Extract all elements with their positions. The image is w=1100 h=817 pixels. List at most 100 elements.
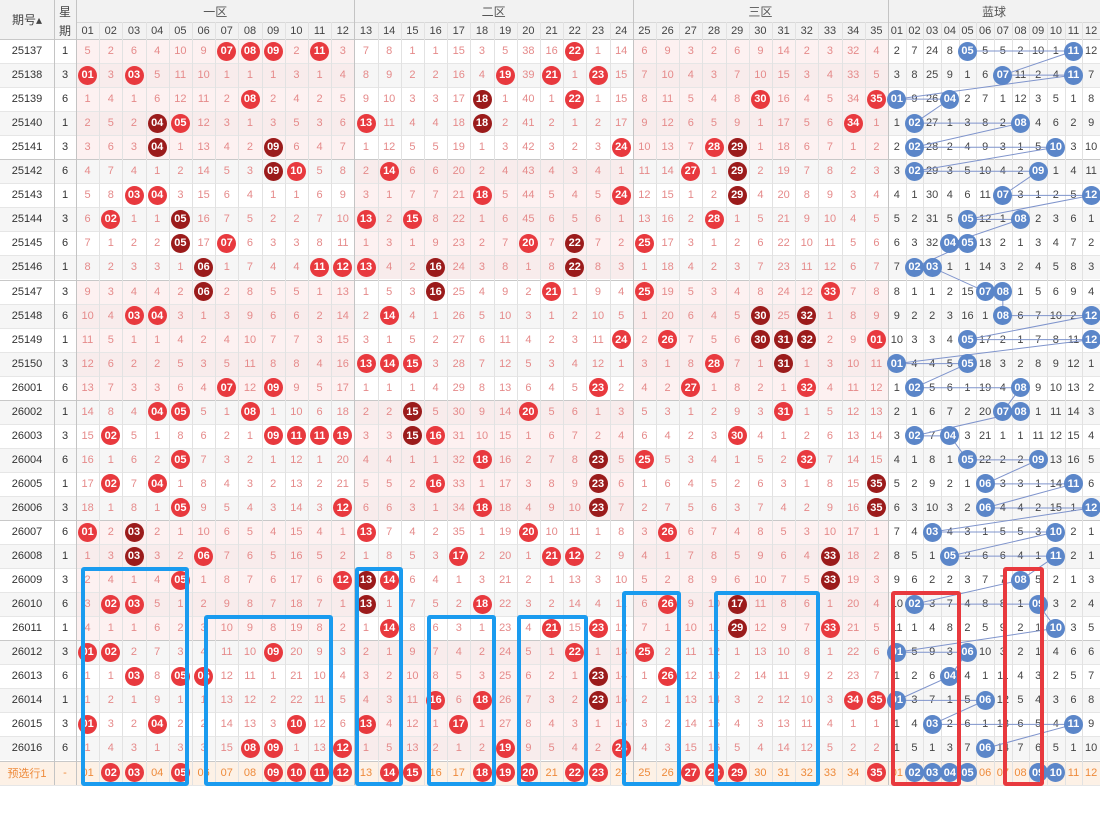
blue-miss-count: 3 (1082, 400, 1100, 424)
miss-count: 2 (169, 280, 192, 304)
miss-count: 21 (842, 616, 865, 640)
miss-count: 5 (331, 688, 354, 712)
miss-count: 7 (285, 328, 308, 352)
miss-count: 1 (726, 448, 749, 472)
miss-count: 1 (865, 111, 888, 135)
blue-miss-count: 8 (1029, 352, 1047, 376)
miss-count: 9 (610, 544, 633, 568)
prediction-red-ball[interactable]: 19 (496, 763, 515, 782)
miss-count: 6 (726, 39, 749, 63)
miss-count: 4 (633, 376, 656, 400)
miss-count: 3 (865, 568, 888, 592)
red-number-header: 23 (586, 22, 609, 39)
red-ball: 14 (380, 354, 399, 373)
miss-count: 4 (169, 328, 192, 352)
miss-count: 6 (146, 87, 169, 111)
miss-count: 7 (586, 231, 609, 255)
highlight-frame-4 (427, 615, 496, 785)
red-ball: 28 (705, 210, 724, 229)
miss-count: 3 (354, 424, 377, 448)
miss-count: 4 (424, 568, 447, 592)
header-period[interactable]: 期号▴ (0, 0, 54, 39)
miss-count: 7 (679, 328, 702, 352)
prediction-blue-ball[interactable]: 05 (958, 763, 977, 782)
miss-count: 15 (447, 39, 470, 63)
blue-miss-count: 1 (1082, 544, 1100, 568)
red-number-header: 24 (610, 22, 633, 39)
period-number: 26010 (0, 592, 54, 616)
red-ball: 33 (821, 547, 840, 566)
blue-miss-count: 5 (1082, 448, 1100, 472)
miss-count: 1 (749, 135, 772, 159)
miss-count: 4 (401, 111, 424, 135)
miss-count: 33 (842, 63, 865, 87)
miss-count: 5 (702, 472, 725, 496)
miss-count: 17 (447, 87, 470, 111)
miss-count: 6 (818, 424, 841, 448)
miss-count: 4 (633, 544, 656, 568)
blue-miss-count: 8 (976, 592, 994, 616)
prediction-blue-number[interactable]: 06 (976, 761, 994, 785)
miss-count: 5 (494, 183, 517, 207)
miss-count: 3 (262, 496, 285, 520)
miss-count: 11 (656, 87, 679, 111)
blue-ball: 06 (976, 498, 995, 517)
prediction-red-number[interactable]: 33 (818, 761, 841, 785)
miss-count: 8 (540, 255, 563, 279)
miss-count: 14 (656, 159, 679, 183)
blue-number-header: 01 (888, 22, 906, 39)
miss-count: 5 (378, 280, 401, 304)
miss-count: 5 (865, 616, 888, 640)
blue-ball: 12 (1082, 186, 1100, 205)
blue-miss-count: 3 (906, 328, 924, 352)
miss-count: 1 (378, 183, 401, 207)
blue-miss-count: 4 (941, 520, 959, 544)
miss-count: 6 (238, 231, 261, 255)
red-number-header: 22 (563, 22, 586, 39)
miss-count: 16 (540, 39, 563, 63)
prediction-red-ball[interactable]: 23 (589, 763, 608, 782)
prediction-blue-number[interactable]: 11 (1065, 761, 1083, 785)
miss-count: 2 (633, 496, 656, 520)
red-ball: 18 (473, 90, 492, 109)
red-ball: 20 (519, 234, 538, 253)
miss-count: 20 (772, 183, 795, 207)
miss-count: 1 (818, 640, 841, 664)
prediction-red-number[interactable]: 34 (842, 761, 865, 785)
blue-miss-count: 6 (888, 231, 906, 255)
blue-ball: 08 (1011, 210, 1030, 229)
miss-count: 32 (842, 39, 865, 63)
red-ball: 35 (867, 90, 886, 109)
miss-count: 7 (262, 328, 285, 352)
blue-miss-count: 2 (994, 448, 1012, 472)
blue-miss-count: 4 (1065, 159, 1083, 183)
miss-count: 3 (354, 183, 377, 207)
miss-count: 14 (331, 304, 354, 328)
miss-count: 2 (540, 592, 563, 616)
blue-miss-count: 18 (976, 352, 994, 376)
blue-miss-count: 6 (1047, 111, 1065, 135)
miss-count: 1 (146, 159, 169, 183)
miss-count: 7 (192, 448, 215, 472)
period-number: 25146 (0, 255, 54, 279)
miss-count: 2 (656, 568, 679, 592)
highlight-frame-2 (204, 615, 333, 785)
miss-count: 8 (76, 255, 99, 279)
red-ball: 23 (589, 474, 608, 493)
red-ball: 16 (426, 282, 445, 301)
prediction-red-ball[interactable]: 15 (403, 763, 422, 782)
miss-count: 14 (192, 159, 215, 183)
miss-count: 1 (470, 472, 493, 496)
miss-count: 1 (865, 520, 888, 544)
zone-header-1: 一区 (76, 0, 354, 22)
blue-miss-count: 4 (1082, 280, 1100, 304)
miss-count: 4 (215, 328, 238, 352)
miss-count: 8 (238, 592, 261, 616)
blue-miss-count: 5 (1029, 135, 1047, 159)
prediction-blue-number[interactable]: 12 (1082, 761, 1100, 785)
blue-ball: 09 (1029, 450, 1048, 469)
prediction-red-ball[interactable]: 35 (867, 763, 886, 782)
miss-count: 21 (331, 472, 354, 496)
miss-count: 10 (401, 664, 424, 688)
miss-count: 4 (818, 376, 841, 400)
